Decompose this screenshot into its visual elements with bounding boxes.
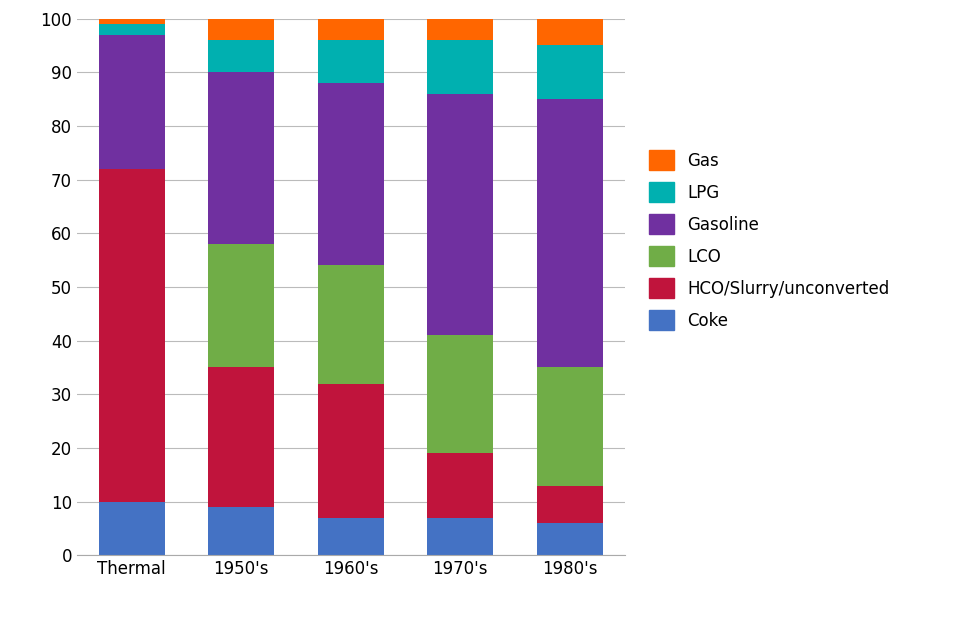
Legend: Gas, LPG, Gasoline, LCO, HCO/Slurry/unconverted, Coke: Gas, LPG, Gasoline, LCO, HCO/Slurry/unco… <box>644 145 895 335</box>
Bar <box>318 83 383 265</box>
Bar <box>537 99 603 368</box>
Bar <box>428 518 493 555</box>
Bar <box>318 40 383 83</box>
Bar <box>209 72 274 244</box>
Bar <box>428 453 493 518</box>
Bar <box>209 40 274 72</box>
Bar <box>99 502 164 555</box>
Bar <box>428 40 493 94</box>
Bar <box>318 265 383 384</box>
Bar <box>209 244 274 368</box>
Bar <box>209 19 274 40</box>
Bar <box>318 19 383 40</box>
Bar <box>428 19 493 40</box>
Bar <box>537 486 603 523</box>
Bar <box>428 94 493 335</box>
Bar <box>209 507 274 555</box>
Bar <box>428 335 493 453</box>
Bar <box>99 169 164 502</box>
Bar <box>318 518 383 555</box>
Bar <box>209 368 274 507</box>
Bar <box>318 384 383 518</box>
Bar <box>99 19 164 24</box>
Bar <box>99 24 164 35</box>
Bar <box>537 523 603 555</box>
Bar <box>537 19 603 46</box>
Bar <box>537 46 603 99</box>
Bar <box>99 35 164 169</box>
Bar <box>537 368 603 486</box>
